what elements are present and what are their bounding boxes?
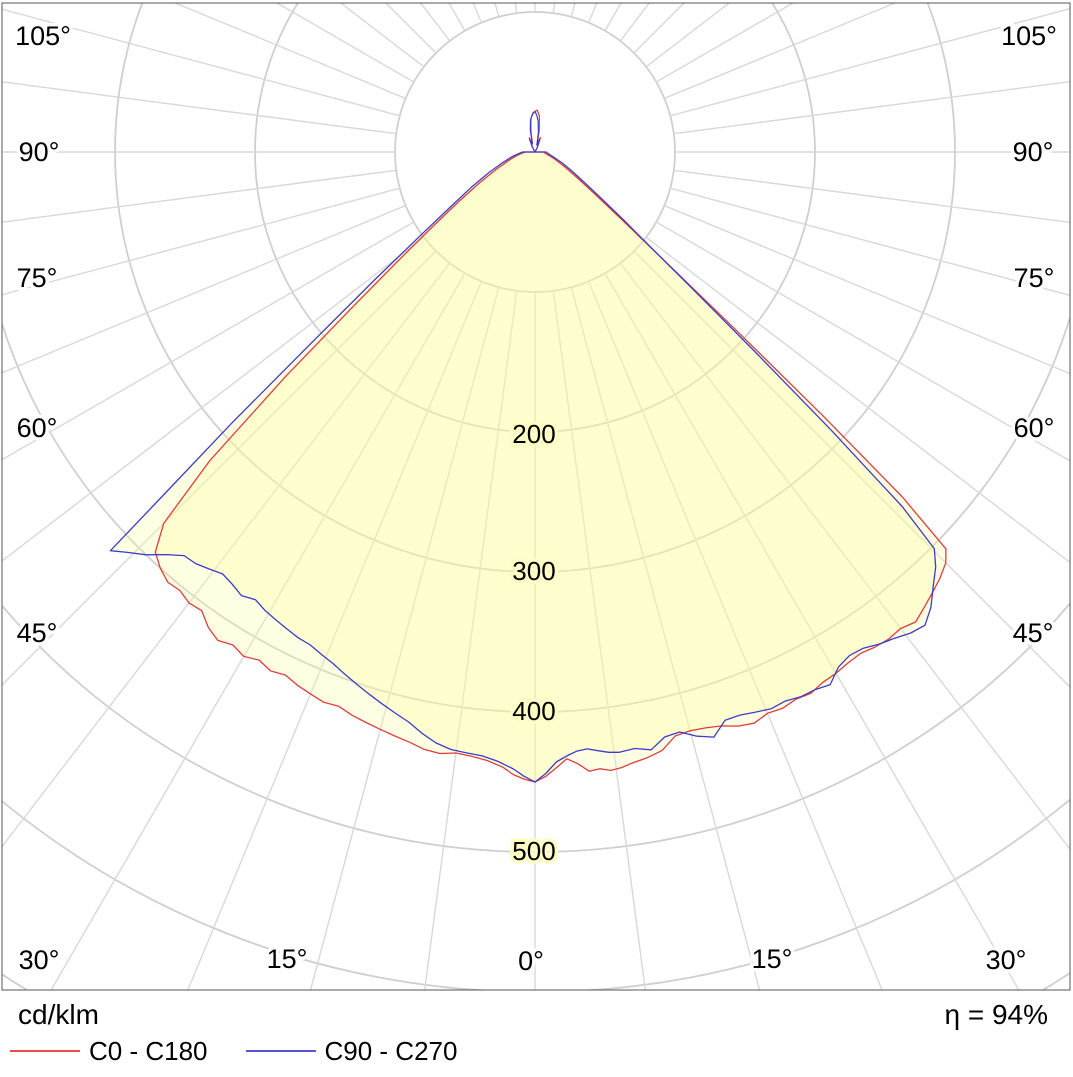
legend-label-c0-c180: C0 - C180	[89, 1036, 208, 1066]
ring-label-500: 500	[512, 836, 555, 866]
grid-radial-line	[2, 169, 397, 223]
grid-radial-line	[552, 3, 556, 14]
grid-radial-line	[655, 221, 1070, 462]
grid-radial-line	[570, 287, 761, 990]
grid-radial-line	[514, 3, 518, 14]
angle-label: 90°	[1013, 137, 1054, 167]
grid-radial-line	[2, 187, 400, 296]
angle-label: 75°	[17, 263, 58, 293]
grid-radial-line	[670, 187, 1070, 297]
grid-radial-line	[50, 272, 466, 990]
grid-radial-line	[2, 221, 415, 461]
ring-label-300: 300	[512, 556, 555, 586]
plot-frame	[1, 2, 1071, 991]
angle-label: 60°	[17, 413, 58, 443]
legend: C0 - C180 C90 - C270	[10, 1038, 495, 1064]
ring-label-400: 400	[512, 696, 555, 726]
grid-radial-line	[604, 272, 1020, 990]
grid-radial-line	[552, 290, 647, 990]
legend-line-blue-icon	[245, 1050, 316, 1052]
grid-radial-line	[423, 290, 518, 990]
angle-label: 60°	[1014, 413, 1055, 443]
grid-radial-line	[309, 287, 500, 990]
grid-radial-line	[173, 3, 406, 100]
angle-label: 0°	[518, 946, 544, 976]
curve-c0-c180	[154, 151, 947, 783]
legend-line-red-icon	[10, 1050, 80, 1052]
fill-c90-c270	[110, 152, 936, 782]
grid-radial-line	[673, 169, 1070, 224]
grid-radial-line	[2, 8, 400, 117]
unit-label: cd/klm	[18, 999, 99, 1030]
ring-label-200: 200	[512, 419, 555, 449]
grid-radial-line	[2, 204, 406, 374]
angle-label: 30°	[19, 945, 60, 975]
grid-radial-line	[2, 81, 397, 135]
legend-item-c0-c180: C0 - C180	[10, 1038, 208, 1064]
curve-c90-c270	[109, 151, 937, 783]
grid-radial-line	[673, 80, 1070, 135]
angle-label: 45°	[17, 618, 58, 648]
grid-radial-line	[187, 281, 483, 990]
grid-radial-line	[664, 3, 897, 100]
efficiency-label: η = 94%	[944, 999, 1048, 1030]
grid-radial-line	[587, 281, 883, 990]
angle-label: 15°	[752, 944, 793, 974]
angle-label: 45°	[1013, 618, 1054, 648]
legend-label-c90-c270: C90 - C270	[324, 1036, 458, 1066]
back-lobe-c90-c270	[528, 110, 541, 153]
grid-radial-line	[633, 250, 1070, 688]
grid-radial-line	[2, 262, 451, 848]
grid-radial-line	[2, 250, 437, 686]
angle-label: 105°	[15, 21, 71, 51]
grid-radial-line	[670, 7, 1070, 117]
grid-radial-line	[619, 262, 1070, 851]
angle-label: 90°	[19, 137, 60, 167]
angle-label: 105°	[1001, 21, 1057, 51]
grid-radial-line	[664, 204, 1070, 375]
legend-item-c90-c270: C90 - C270	[245, 1036, 458, 1066]
angle-label: 75°	[1014, 263, 1055, 293]
angle-label: 30°	[986, 945, 1027, 975]
angle-label: 15°	[267, 944, 308, 974]
fill-c0-c180	[155, 152, 946, 782]
grid-radial-line	[645, 236, 1070, 564]
grid-radial-line	[2, 236, 425, 562]
